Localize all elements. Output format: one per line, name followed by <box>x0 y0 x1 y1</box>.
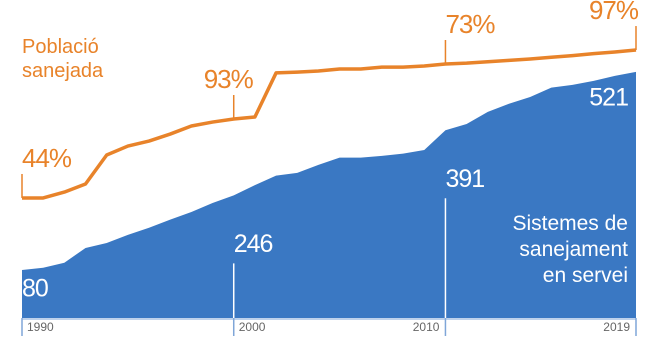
x-tick-label: 2019 <box>603 320 630 334</box>
data-label: 80 <box>22 275 48 303</box>
x-tick-label: 2000 <box>239 320 266 334</box>
x-tick-label: 1990 <box>27 320 54 334</box>
annotation: 44% <box>22 143 72 173</box>
annotation: 97% <box>589 0 639 25</box>
annotation: 73% <box>445 9 495 39</box>
series-label: Població sanejada <box>22 36 104 82</box>
x-tick-label: 2010 <box>413 320 440 334</box>
area <box>22 71 636 318</box>
line <box>22 48 637 200</box>
data-label: 521 <box>589 83 628 111</box>
series-label: Sistemes de sanejament en servei <box>512 212 628 287</box>
data-label: 246 <box>234 230 273 258</box>
data-label: 391 <box>445 165 484 193</box>
annotation: 93% <box>204 64 254 94</box>
